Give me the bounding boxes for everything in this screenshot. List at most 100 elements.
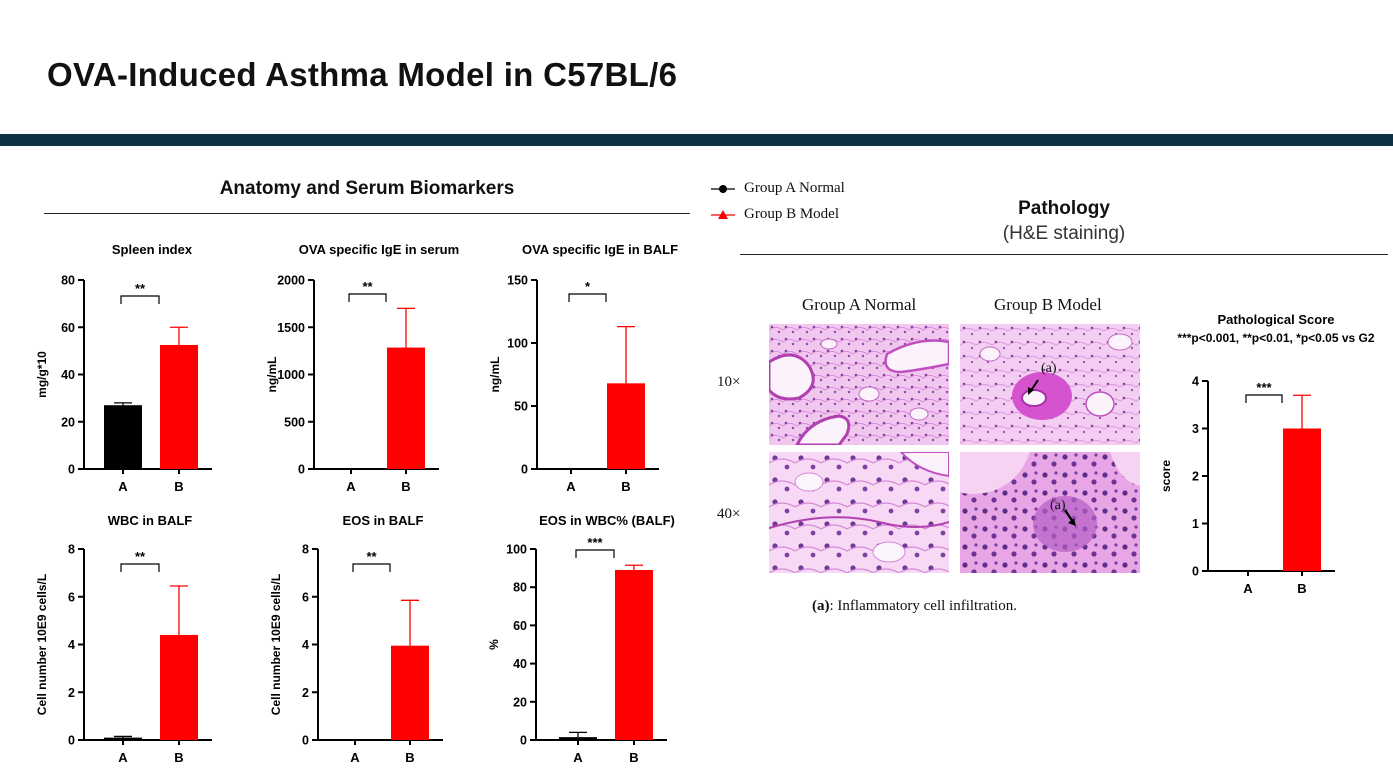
caption-text: : Inflammatory cell infiltration. (829, 598, 1017, 614)
chart-title: OVA specific IgE in BALF (522, 242, 678, 257)
chart-title: EOS in WBC% (BALF) (539, 513, 675, 528)
significance-bracket (352, 563, 391, 572)
chart-eos-balf: EOS in BALF 0 2 4 6 8 Cell number 10E9 cells/L… (269, 513, 443, 765)
y-tick-label: 0 (1192, 565, 1199, 579)
chart-title: Pathological Score (1217, 312, 1334, 327)
significance-label: ** (135, 281, 146, 296)
y-tick-label: 60 (513, 619, 527, 633)
histology-panel-b-10x: (a) (960, 324, 1140, 445)
title-bar (0, 134, 1393, 146)
legend-label-group-a: Group A Normal (744, 180, 845, 196)
page-title: OVA-Induced Asthma Model in C57BL/6 (47, 56, 678, 93)
y-tick-label: 80 (61, 274, 75, 288)
bar-b (1283, 428, 1321, 571)
x-tick-label: B (405, 750, 414, 765)
caption-key: (a) (812, 598, 830, 614)
he-tissue-image (960, 452, 1140, 573)
chart-ige-balf: OVA specific IgE in BALF 0 50 100 150 ng/mL A B… (488, 242, 678, 494)
annotation-label-a-10x: (a) (1041, 361, 1057, 376)
section-title-anatomy: Anatomy and Serum Biomarkers (219, 178, 515, 199)
y-tick-label: 4 (302, 638, 309, 652)
y-axis-label: Cell number 10E9 cells/L (35, 574, 49, 715)
significance-label: *** (1256, 380, 1272, 395)
x-tick-label: B (401, 479, 410, 494)
y-tick-label: 80 (513, 581, 527, 595)
y-tick-label: 20 (513, 695, 527, 709)
bar-b (387, 347, 425, 469)
chart-subtitle: ***p<0.001, **p<0.01, *p<0.05 vs G2 (1177, 331, 1374, 345)
y-tick-label: 40 (61, 368, 75, 382)
y-tick-label: 1500 (277, 321, 305, 335)
histology-panel-a-40x (769, 452, 949, 573)
y-tick-label: 2 (1192, 470, 1199, 484)
legend-circle-marker-icon (711, 184, 735, 193)
y-axis-label: mg/g*10 (35, 351, 49, 398)
histology-column-label-b: Group B Model (994, 295, 1102, 314)
x-tick-label: A (346, 479, 356, 494)
bar-b (391, 645, 429, 740)
y-tick-label: 500 (284, 415, 305, 429)
y-tick-label: 2 (302, 686, 309, 700)
y-tick-label: 2 (68, 686, 75, 700)
y-tick-label: 60 (61, 321, 75, 335)
y-tick-label: 100 (507, 337, 528, 351)
significance-bracket (348, 293, 387, 302)
x-tick-label: A (350, 750, 360, 765)
legend-triangle-marker-icon (711, 209, 735, 219)
chart-wbc-balf: WBC in BALF 0 2 4 6 8 Cell number 10E9 cells/L… (35, 513, 212, 765)
x-tick-label: B (629, 750, 638, 765)
chart-spleen-index: Spleen index 0 20 40 60 80 mg/g*10 A B ** (35, 242, 212, 494)
x-tick-label: A (573, 750, 583, 765)
y-tick-label: 100 (506, 543, 527, 557)
section-divider-left (44, 213, 690, 214)
y-tick-label: 8 (302, 543, 309, 557)
x-tick-label: B (621, 479, 630, 494)
significance-bracket (120, 563, 160, 572)
chart-title: WBC in BALF (108, 513, 193, 528)
chart-pathological-score: Pathological Score ***p<0.001, **p<0.01, … (1159, 312, 1375, 596)
y-tick-label: 4 (1192, 375, 1199, 389)
y-tick-label: 20 (61, 415, 75, 429)
legend-label-group-b: Group B Model (744, 206, 839, 222)
section-divider-right (740, 254, 1388, 255)
significance-label: ** (366, 549, 377, 564)
x-tick-label: A (118, 750, 128, 765)
y-tick-label: 50 (514, 400, 528, 414)
y-tick-label: 150 (507, 274, 528, 288)
legend-item-group-b: Group B Model (711, 206, 839, 223)
y-tick-label: 4 (68, 638, 75, 652)
y-axis-label: score (1159, 460, 1173, 492)
significance-bracket (575, 549, 615, 558)
y-axis-label: Cell number 10E9 cells/L (269, 574, 283, 715)
y-tick-label: 0 (298, 463, 305, 477)
significance-label: *** (587, 535, 603, 550)
y-tick-label: 1000 (277, 368, 305, 382)
bar-b (607, 383, 645, 469)
y-tick-label: 40 (513, 657, 527, 671)
y-tick-label: 1 (1192, 517, 1199, 531)
significance-label: * (585, 279, 591, 294)
y-tick-label: 0 (68, 463, 75, 477)
significance-bracket (1245, 394, 1283, 403)
histology-column-label-a: Group A Normal (802, 295, 917, 314)
histology-panel-a-10x (769, 324, 949, 445)
section-title-pathology: Pathology (1018, 198, 1110, 219)
histology-row-label-10x: 10× (717, 374, 741, 390)
he-tissue-image (960, 324, 1140, 445)
significance-label: ** (362, 279, 373, 294)
y-tick-label: 0 (520, 734, 527, 748)
y-tick-label: 0 (68, 734, 75, 748)
x-tick-label: A (1243, 581, 1253, 596)
chart-title: EOS in BALF (343, 513, 424, 528)
histology-panel-b-40x: (a) (960, 452, 1140, 573)
significance-bracket (120, 295, 160, 304)
x-tick-label: A (118, 479, 128, 494)
he-tissue-image (769, 452, 949, 573)
y-tick-label: 3 (1192, 422, 1199, 436)
y-axis-label: ng/mL (488, 357, 502, 393)
annotation-label-a-40x: (a) (1050, 498, 1066, 513)
y-axis-label: ng/mL (265, 357, 279, 393)
bar-b (160, 344, 198, 469)
chart-eos-wbc-percent: EOS in WBC% (BALF) 0 20 40 60 80 100% A B *** (487, 513, 675, 765)
he-tissue-image (769, 324, 949, 445)
